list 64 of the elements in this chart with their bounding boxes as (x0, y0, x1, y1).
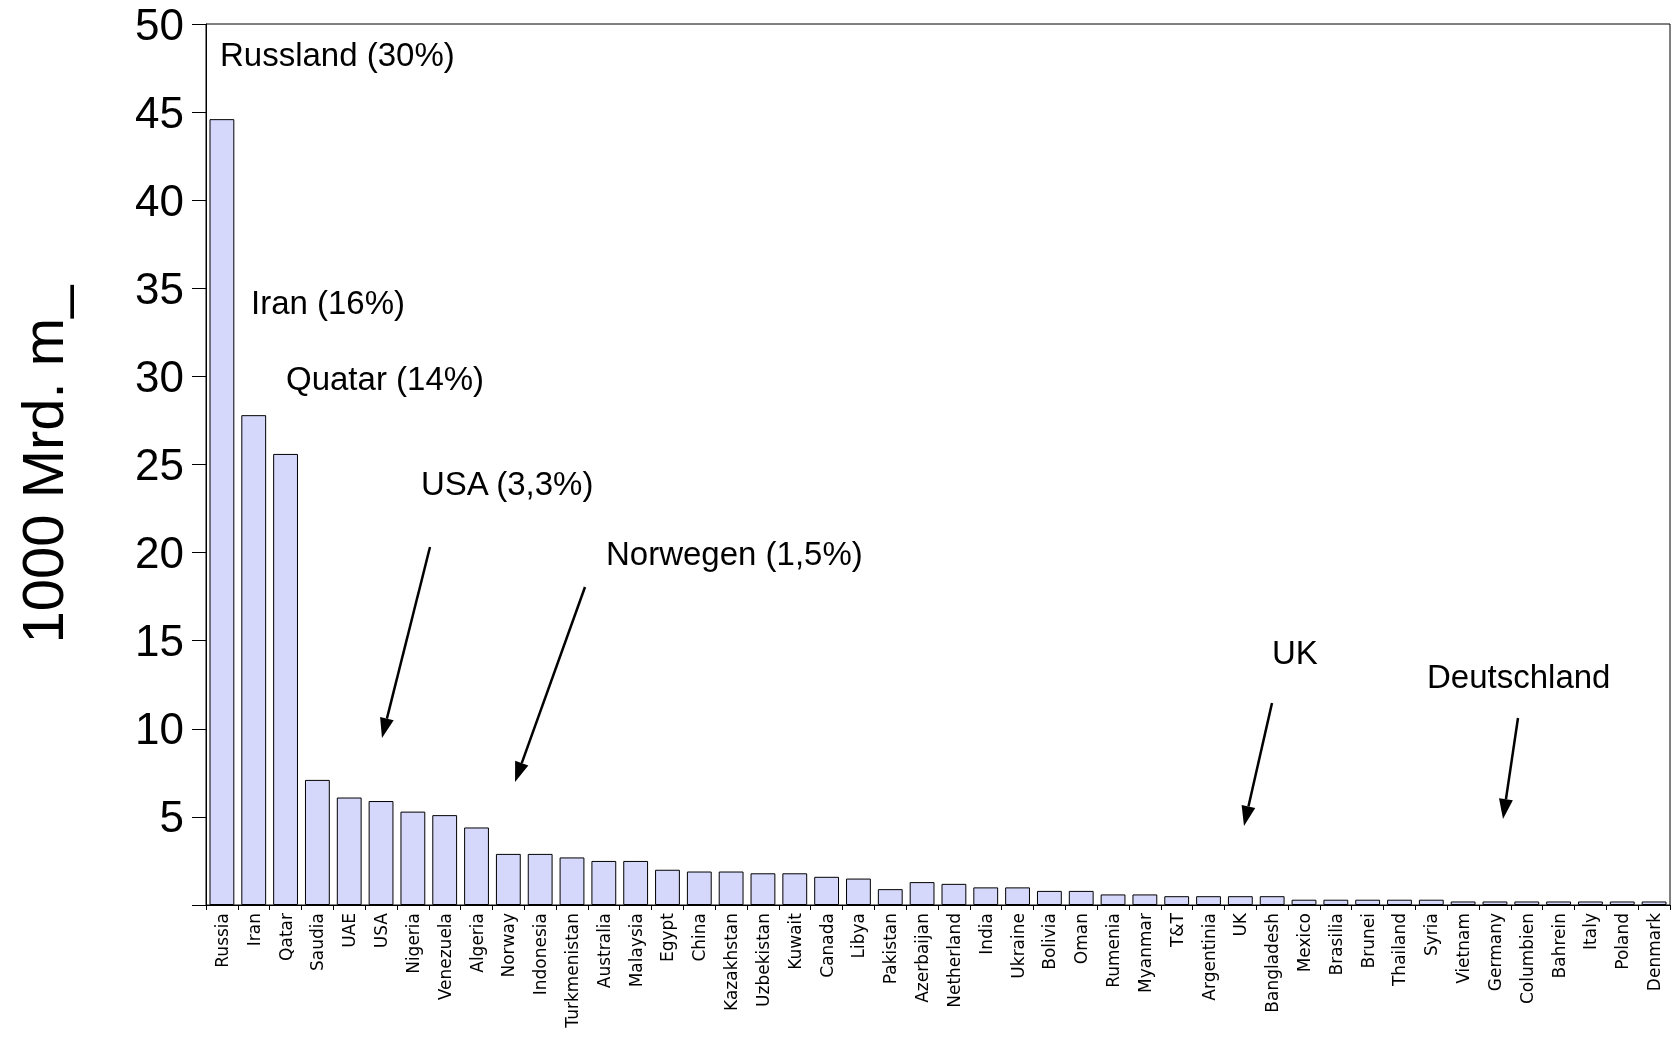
x-tick-label: Ukraine (1007, 913, 1028, 979)
x-tick-label: USA (371, 912, 392, 949)
annotation: Iran (16%) (251, 284, 406, 321)
x-tick-label: Indonesia (530, 913, 551, 996)
x-tick-label: China (689, 913, 710, 962)
x-tick-label: Germany (1484, 913, 1505, 992)
y-axis-title: 1000 Mrd. m_ (9, 284, 75, 644)
x-tick-label: Thailand (1389, 913, 1410, 988)
x-tick-label: Libya (848, 913, 869, 959)
x-tick-label: Iran (243, 913, 264, 947)
x-tick-label: Columbien (1516, 913, 1537, 1005)
x-tick-label: Pakistan (880, 913, 901, 985)
annotation: USA (3,3%) (421, 465, 594, 502)
annotation: Norwegen (1,5%) (606, 535, 863, 572)
x-tick-label: Kuwait (784, 912, 805, 970)
x-tick-label: Norway (498, 913, 519, 978)
x-tick-label: Italy (1580, 913, 1601, 950)
x-tick-label: Argentinia (1198, 913, 1219, 1001)
x-tick-label: Australia (593, 913, 614, 989)
y-tick-label: 40 (135, 175, 184, 225)
x-tick-label: Mexico (1294, 913, 1314, 973)
y-tick-label: 5 (159, 792, 184, 842)
x-tick-label: Rumenia (1103, 913, 1124, 988)
x-tick-label: Brunei (1357, 913, 1378, 969)
annotation: Russland (30%) (220, 36, 455, 73)
annotation: UK (1272, 634, 1318, 671)
x-tick-label: Russia (211, 913, 232, 968)
x-tick-label: Myanmar (1134, 912, 1155, 993)
x-tick-label: UK (1230, 912, 1251, 937)
y-tick-label: 35 (135, 263, 184, 313)
x-tick-label: Brasilia (1325, 913, 1346, 976)
x-tick-label: Venezuela (434, 913, 455, 1001)
x-tick-label: Denmark (1644, 912, 1665, 992)
x-tick-label: Uzbekistan (752, 913, 773, 1007)
x-tick-label: Saudia (307, 913, 328, 971)
x-tick-label: Netherland (943, 913, 964, 1008)
y-tick-label: 25 (135, 440, 184, 489)
x-tick-label: Oman (1071, 913, 1092, 965)
x-tick-label: India (975, 913, 996, 955)
annotation: Quatar (14%) (286, 360, 485, 397)
x-tick-label: Syria (1421, 913, 1442, 956)
x-tick-label: Malaysia (625, 913, 646, 988)
y-tick-label: 50 (135, 0, 184, 49)
x-tick-label: Azerbaijan (912, 913, 933, 1003)
x-tick-label: Egypt (657, 912, 678, 963)
y-tick-label: 15 (135, 616, 184, 666)
x-tick-label: Canada (816, 913, 837, 978)
x-tick-label: Bahrein (1548, 913, 1569, 979)
x-tick-label: Vietnam (1453, 913, 1474, 984)
x-tick-label: T&T (1166, 912, 1187, 949)
y-tick-label: 20 (135, 528, 184, 578)
annotation: Deutschland (1427, 658, 1611, 695)
x-tick-label: Kazakhstan (721, 913, 742, 1011)
x-tick-label: Nigeria (402, 913, 423, 974)
y-tick-label: 30 (135, 351, 184, 401)
y-tick-label: 10 (135, 704, 184, 754)
y-tick-label: 45 (135, 87, 184, 137)
x-tick-label: Bangladesh (1262, 913, 1283, 1013)
x-tick-label: Bolivia (1039, 913, 1060, 970)
x-tick-label: Algeria (466, 913, 487, 973)
x-tick-label: Qatar (275, 912, 296, 961)
x-tick-label: Poland (1612, 913, 1633, 970)
x-tick-label: UAE (339, 913, 360, 948)
x-tick-label: Turkmenistan (562, 913, 582, 1029)
